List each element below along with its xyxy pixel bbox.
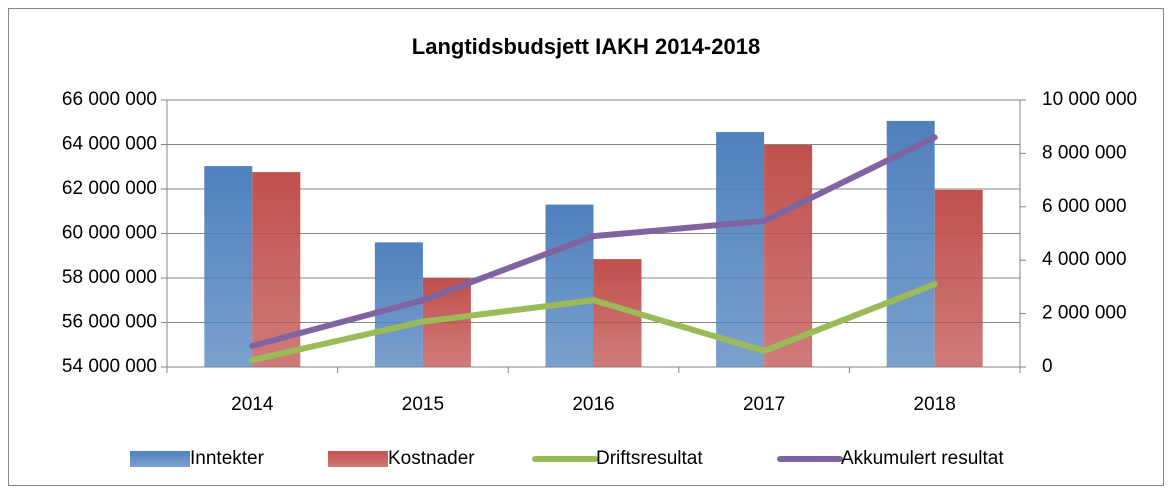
y-tick-label: 58 000 000	[62, 267, 157, 288]
x-tick-label: 2016	[572, 394, 614, 415]
line	[249, 281, 938, 364]
y2-tick-label: 8 000 000	[1042, 142, 1127, 163]
chart-title: Langtidsbudsjett IAKH 2014-2018	[412, 34, 760, 59]
bar	[545, 204, 594, 367]
y-tick-label: 56 000 000	[62, 312, 157, 333]
bar	[716, 132, 765, 367]
y-tick-label: 64 000 000	[62, 134, 157, 155]
legend-label: Driftsresultat	[596, 448, 703, 469]
x-tick-label: 2015	[402, 394, 444, 415]
y2-tick-label: 2 000 000	[1042, 303, 1127, 324]
legend-label: Inntekter	[190, 448, 265, 469]
bar	[934, 189, 983, 367]
bar	[764, 144, 813, 367]
line	[249, 134, 938, 349]
legend-swatch	[130, 451, 190, 467]
legend-label: Kostnader	[388, 448, 475, 469]
bar	[886, 120, 935, 367]
y2-tick-label: 6 000 000	[1042, 196, 1127, 217]
y-tick-label: 66 000 000	[62, 89, 157, 110]
x-tick-label: 2018	[914, 394, 956, 415]
x-tick-label: 2014	[231, 394, 274, 415]
y2-tick-label: 10 000 000	[1042, 89, 1137, 110]
y2-tick-label: 4 000 000	[1042, 249, 1127, 270]
y2-tick-label: 0	[1042, 356, 1053, 377]
bar	[204, 166, 253, 367]
y-tick-label: 62 000 000	[62, 178, 157, 199]
y-tick-label: 60 000 000	[62, 223, 157, 244]
y-tick-label: 54 000 000	[62, 356, 157, 377]
legend-label: Akkumulert resultat	[841, 448, 1004, 469]
legend-swatch	[328, 451, 388, 467]
x-tick-label: 2017	[743, 394, 785, 415]
